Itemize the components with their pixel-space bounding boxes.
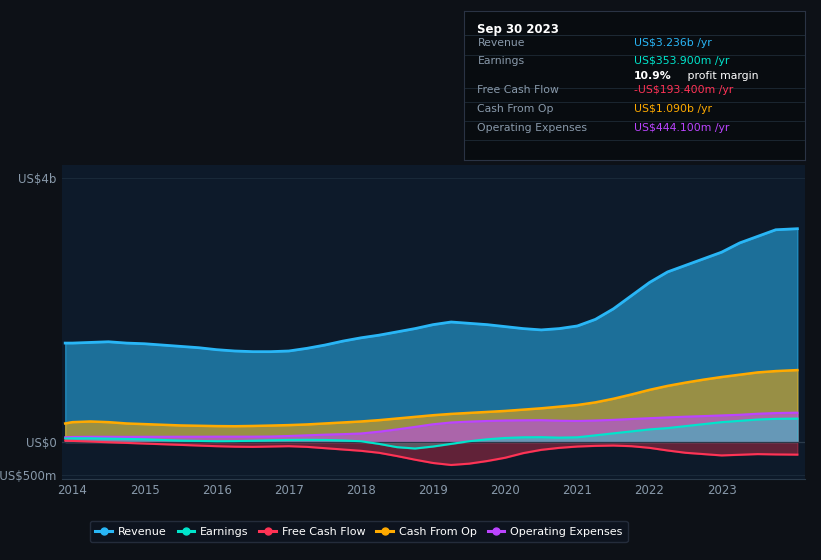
Legend: Revenue, Earnings, Free Cash Flow, Cash From Op, Operating Expenses: Revenue, Earnings, Free Cash Flow, Cash … — [89, 521, 628, 542]
Text: Revenue: Revenue — [478, 38, 525, 48]
Text: Earnings: Earnings — [478, 57, 525, 67]
Text: US$353.900m /yr: US$353.900m /yr — [635, 57, 730, 67]
Text: US$444.100m /yr: US$444.100m /yr — [635, 123, 730, 133]
Text: Cash From Op: Cash From Op — [478, 104, 554, 114]
Text: profit margin: profit margin — [684, 71, 758, 81]
Text: US$3.236b /yr: US$3.236b /yr — [635, 38, 712, 48]
Text: 10.9%: 10.9% — [635, 71, 672, 81]
Text: US$1.090b /yr: US$1.090b /yr — [635, 104, 713, 114]
Text: Sep 30 2023: Sep 30 2023 — [478, 23, 559, 36]
Text: Operating Expenses: Operating Expenses — [478, 123, 588, 133]
Text: -US$193.400m /yr: -US$193.400m /yr — [635, 86, 733, 95]
Text: Free Cash Flow: Free Cash Flow — [478, 86, 559, 95]
